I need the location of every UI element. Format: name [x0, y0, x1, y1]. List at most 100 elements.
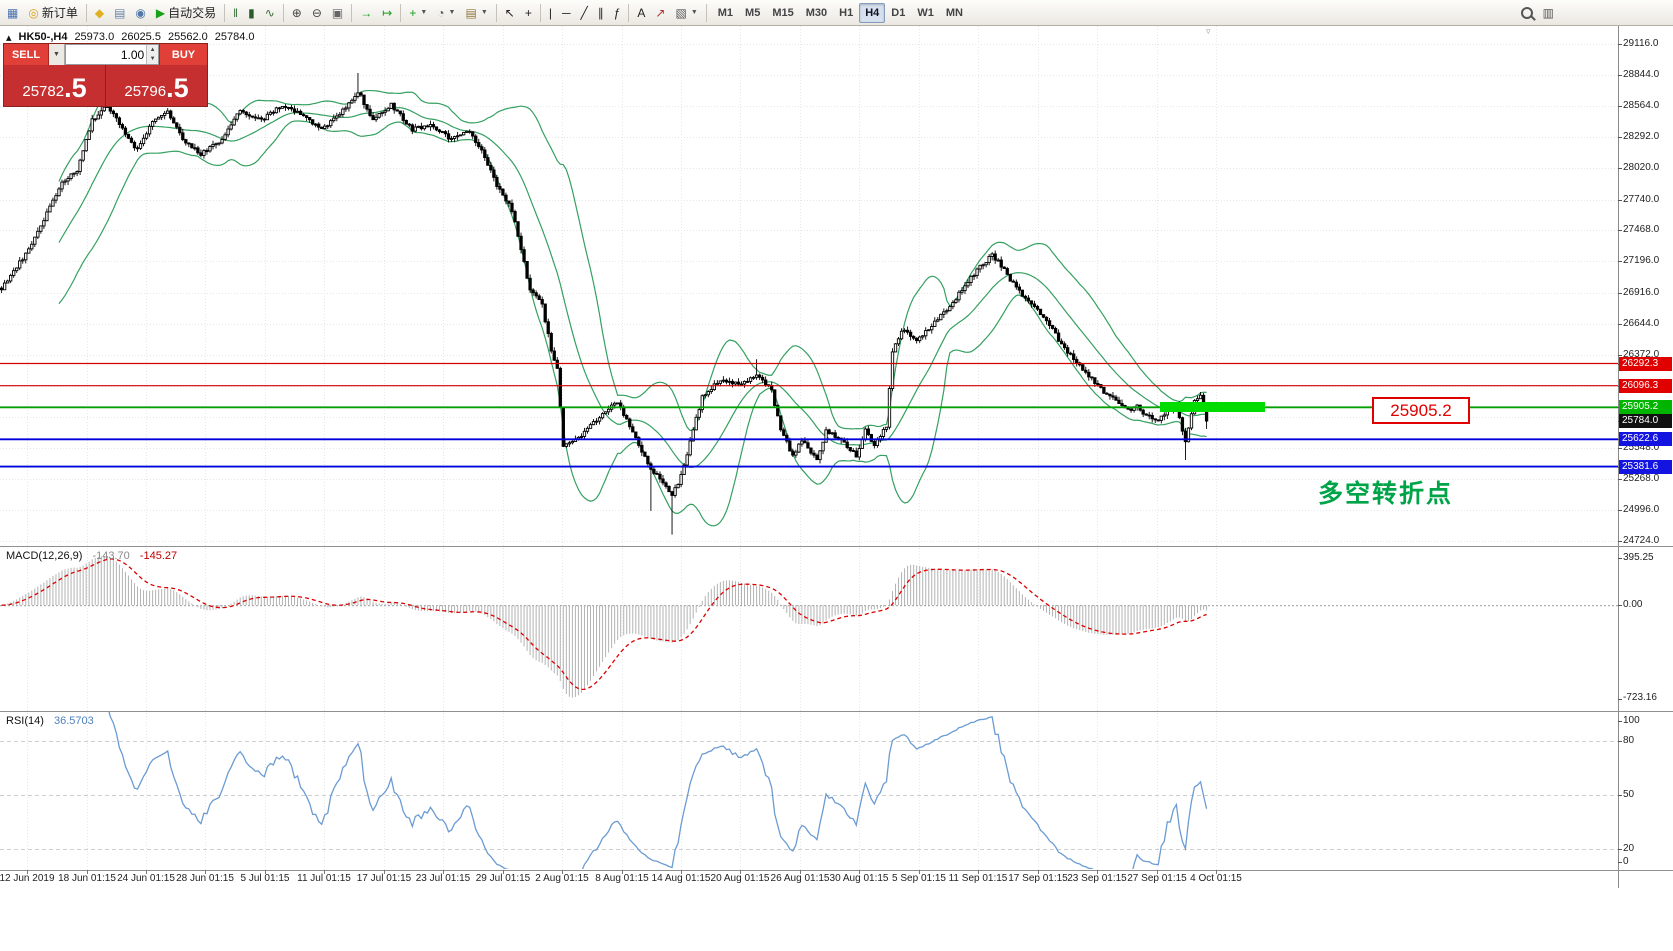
- text-icon: A: [637, 5, 646, 20]
- one-click-trading-panel: SELL ▼ ▲ ▼ BUY 25782.5 25796.5: [3, 43, 208, 107]
- window-list-icon[interactable]: ▥: [1539, 2, 1558, 24]
- metaeditor-icon[interactable]: ◆: [91, 2, 108, 24]
- macd-scale-zero: 0.00: [1623, 599, 1643, 611]
- price-tag-25784.0: 25784.0: [1619, 414, 1672, 429]
- chevron-down-icon: ▼: [448, 9, 456, 16]
- time-tick-label: 26 Aug 01:15: [770, 873, 830, 884]
- rsi-scale-0: 0: [1623, 856, 1629, 867]
- timeframe-button-h4[interactable]: H4: [859, 2, 886, 23]
- shapes-dropdown[interactable]: ▧ ▼: [671, 2, 701, 24]
- crosshair-icon[interactable]: +: [521, 2, 536, 24]
- sell-price-display[interactable]: 25782.5: [4, 65, 105, 106]
- zoom-in-icon: ⊕: [291, 5, 302, 20]
- horizontal-line-icon[interactable]: ─: [558, 2, 575, 24]
- new-order-button-label: 新订单: [41, 6, 78, 20]
- buy-price-pips: .5: [166, 73, 189, 103]
- price-level-callout[interactable]: 25905.2: [1372, 397, 1470, 424]
- timeframe-button-m30[interactable]: M30: [805, 6, 828, 19]
- new-order-button: ◎: [28, 5, 39, 20]
- new-order-button[interactable]: ◎ 新订单: [24, 2, 82, 24]
- rsi-indicator-label: RSI(14) 36.5703: [6, 715, 94, 727]
- templates-dropdown[interactable]: ▤ ▼: [461, 2, 491, 24]
- autotrading-button[interactable]: ▶ 自动交易: [152, 2, 220, 24]
- auto-scroll-icon[interactable]: →: [356, 2, 376, 24]
- rsi-scale-80: 80: [1623, 735, 1635, 746]
- price-tick-label: 28292.0: [1623, 131, 1660, 143]
- rsi-scale-100: 100: [1623, 715, 1640, 726]
- volume-up-icon[interactable]: ▲: [147, 45, 158, 55]
- text-icon[interactable]: A: [633, 2, 649, 24]
- time-tick-label: 5 Jul 01:15: [240, 873, 290, 884]
- new-chart-icon: ▦: [7, 5, 19, 20]
- alerts-icon: ◉: [135, 5, 146, 20]
- timeframe-button-m15[interactable]: M15: [772, 6, 794, 19]
- time-tick-label: 5 Sep 01:15: [892, 873, 946, 884]
- turning-point-text: 多空转折点: [1318, 480, 1454, 508]
- symbol-name: HK50-,H4: [18, 31, 68, 43]
- chart-shift-marker[interactable]: ▿: [1206, 26, 1211, 36]
- history-center-icon: ▤: [114, 5, 126, 20]
- channel-icon[interactable]: ∥: [594, 2, 608, 24]
- price-tick-label: 24724.0: [1623, 534, 1660, 546]
- trendline-icon: ╱: [580, 5, 588, 20]
- price-tick-label: 24996.0: [1623, 504, 1660, 516]
- sell-price-pips: .5: [64, 73, 87, 103]
- timeframe-button-h1[interactable]: H1: [839, 6, 854, 19]
- volume-stepper[interactable]: ▲ ▼: [146, 45, 158, 64]
- time-tick-label: 28 Jun 01:15: [176, 873, 234, 884]
- time-tick-label: 23 Sep 01:15: [1067, 873, 1127, 884]
- buy-price-display[interactable]: 25796.5: [106, 65, 207, 106]
- timeframe-button-w1[interactable]: W1: [917, 6, 934, 19]
- price-tick-label: 26644.0: [1623, 317, 1660, 329]
- macd-scale-min: -723.16: [1623, 692, 1657, 703]
- buy-button[interactable]: BUY: [159, 44, 207, 65]
- price-tick-label: 28564.0: [1623, 100, 1660, 112]
- indicators-dropdown[interactable]: + ▼: [405, 2, 431, 24]
- history-center-icon[interactable]: ▤: [110, 2, 129, 24]
- zoom-in-icon[interactable]: ⊕: [288, 2, 306, 24]
- shapes-dropdown: ▧: [675, 5, 687, 20]
- toolbar-separator: [705, 3, 707, 22]
- candlestick-chart-icon[interactable]: ▮: [244, 2, 259, 24]
- time-tick-label: 12 Jun 2019: [0, 873, 55, 884]
- cursor-icon[interactable]: ↖: [501, 2, 519, 24]
- volume-down-icon[interactable]: ▼: [147, 54, 158, 64]
- tile-windows-icon[interactable]: ▣: [328, 2, 347, 24]
- time-tick-label: 2 Aug 01:15: [535, 873, 589, 884]
- sell-price-main: 25782: [22, 83, 65, 100]
- time-tick-label: 29 Jul 01:15: [475, 873, 531, 884]
- macd-indicator-label: MACD(12,26,9) -143.70 -145.27: [6, 550, 177, 562]
- search-icon[interactable]: [1517, 2, 1537, 24]
- new-chart-icon[interactable]: ▦: [3, 2, 22, 24]
- alerts-icon[interactable]: ◉: [131, 2, 149, 24]
- fibonacci-icon[interactable]: ƒ: [610, 2, 625, 24]
- rsi-name: RSI(14): [6, 715, 44, 727]
- line-chart-icon[interactable]: ∿: [261, 2, 279, 24]
- macd-main-value: -143.70: [92, 550, 130, 562]
- time-tick-label: 18 Jun 01:15: [58, 873, 116, 884]
- price-tick-label: 28844.0: [1623, 68, 1660, 80]
- time-tick-label: 11 Jul 01:15: [297, 873, 351, 884]
- price-tick-label: 27468.0: [1623, 224, 1660, 236]
- chart-area: ▴ HK50-,H4 25973.0 26025.5 25562.0 25784…: [0, 26, 1673, 951]
- timeframe-button-m1[interactable]: M1: [717, 6, 734, 19]
- vertical-line-icon[interactable]: |: [545, 2, 556, 24]
- toolbar-separator: [282, 3, 284, 22]
- order-options-dropdown[interactable]: ▼: [49, 44, 65, 65]
- sell-button[interactable]: SELL: [4, 44, 49, 65]
- time-tick-label: 20 Aug 01:15: [710, 873, 770, 884]
- timeframe-button-mn[interactable]: MN: [945, 6, 963, 19]
- price-chart-canvas[interactable]: [0, 26, 1673, 951]
- bar-chart-icon[interactable]: ‖: [229, 2, 242, 24]
- toolbar-right-group: ▥: [1516, 2, 1559, 24]
- tile-windows-icon: ▣: [331, 5, 344, 20]
- trendline-icon[interactable]: ╱: [576, 2, 591, 24]
- volume-input[interactable]: [66, 45, 147, 64]
- timeframe-button-m5[interactable]: M5: [745, 6, 761, 19]
- zoom-out-icon[interactable]: ⊖: [308, 2, 326, 24]
- timeframe-button-d1[interactable]: D1: [891, 6, 906, 19]
- chart-shift-icon[interactable]: ↦: [378, 2, 396, 24]
- periods-dropdown[interactable]: ◔ ▼: [433, 2, 459, 24]
- arrow-tools-icon[interactable]: ↗: [651, 2, 669, 24]
